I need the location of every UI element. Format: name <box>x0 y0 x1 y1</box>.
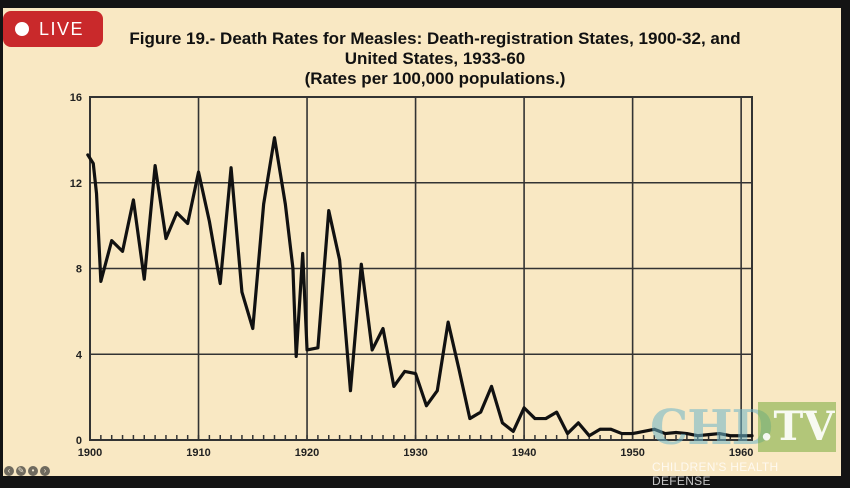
data-point <box>186 222 189 225</box>
data-point <box>284 203 287 206</box>
data-point <box>382 327 384 330</box>
live-label: LIVE <box>39 18 85 39</box>
chart-title-line-1: Figure 19.- Death Rates for Measles: Dea… <box>129 29 741 48</box>
data-point <box>292 267 294 270</box>
watermark-logo: CHD <box>650 400 773 456</box>
data-point <box>751 434 753 437</box>
data-point <box>588 434 591 437</box>
data-point <box>577 421 580 424</box>
slide-controls: ‹ ✎ • › <box>4 466 50 476</box>
y-tick-label: 4 <box>76 349 83 361</box>
data-point <box>143 278 146 281</box>
data-point <box>555 411 558 414</box>
data-point <box>327 209 330 212</box>
data-point <box>295 355 298 358</box>
x-tick-label: 1910 <box>186 447 210 459</box>
data-point <box>92 162 95 165</box>
data-point <box>675 431 677 434</box>
data-point <box>175 211 178 214</box>
live-badge[interactable]: LIVE <box>3 11 103 47</box>
data-point <box>110 239 113 242</box>
data-point <box>338 259 341 261</box>
data-point <box>512 430 515 433</box>
x-tick-label: 1960 <box>729 447 753 459</box>
data-point <box>132 199 135 201</box>
data-point <box>718 432 721 435</box>
data-point <box>490 385 493 388</box>
watermark-subtitle: CHILDREN'S HEALTH DEFENSE <box>652 460 779 488</box>
chd-tv-watermark: CHD .TV CHILDREN'S HEALTH DEFENSE <box>650 400 840 488</box>
x-tick-label: 1900 <box>78 447 102 459</box>
y-tick-label: 0 <box>76 435 82 447</box>
chart-subtitle: (Rates per 100,000 populations.) <box>304 69 566 88</box>
data-point <box>707 433 710 436</box>
data-point <box>392 385 395 388</box>
next-icon[interactable]: › <box>40 466 50 476</box>
data-point <box>414 372 417 375</box>
data-point <box>86 153 89 156</box>
data-point <box>447 321 450 323</box>
data-point <box>349 389 352 392</box>
data-point <box>301 252 304 255</box>
data-point <box>664 432 667 435</box>
data-point <box>653 428 656 431</box>
data-point <box>197 171 200 173</box>
data-point <box>685 432 688 435</box>
data-point <box>208 220 211 223</box>
data-point <box>620 432 623 435</box>
data-point <box>251 327 254 330</box>
y-tick-label: 8 <box>76 264 82 276</box>
chart-title-line-2: United States, 1933-60 <box>344 49 526 68</box>
data-point <box>610 428 612 431</box>
live-dot-icon <box>15 22 29 36</box>
data-point <box>523 406 525 409</box>
slide-frame <box>3 8 841 476</box>
pencil-icon[interactable]: ✎ <box>16 466 26 476</box>
data-point <box>403 370 406 373</box>
data-point <box>696 434 699 437</box>
watermark-logo-tv: .TV <box>758 402 836 452</box>
data-point <box>121 250 124 253</box>
data-point <box>729 434 732 437</box>
data-point <box>165 237 167 240</box>
data-point <box>642 430 645 433</box>
y-tick-label: 16 <box>70 92 82 104</box>
data-point <box>468 417 471 420</box>
x-tick-label: 1920 <box>295 447 319 459</box>
prev-icon[interactable]: ‹ <box>4 466 14 476</box>
series-line <box>86 136 754 438</box>
data-point <box>360 263 363 266</box>
data-point <box>479 411 482 414</box>
data-point <box>317 346 319 349</box>
data-point <box>534 417 536 420</box>
data-point <box>306 349 308 351</box>
data-point <box>262 203 265 206</box>
data-point <box>154 164 157 167</box>
more-icon[interactable]: • <box>28 466 38 476</box>
data-point <box>436 389 439 392</box>
x-tick-label: 1940 <box>512 447 536 459</box>
y-tick-label: 12 <box>70 178 82 190</box>
data-point <box>371 349 374 351</box>
data-point <box>425 404 428 407</box>
data-point <box>99 280 102 283</box>
data-point <box>458 368 460 371</box>
data-point <box>566 432 569 435</box>
data-point <box>273 136 276 139</box>
data-point <box>95 192 98 195</box>
x-tick-label: 1930 <box>403 447 427 459</box>
data-point <box>631 432 634 435</box>
data-point <box>740 434 743 437</box>
data-point <box>241 291 243 293</box>
x-tick-label: 1950 <box>620 447 644 459</box>
data-point <box>230 166 232 169</box>
data-point <box>544 417 547 420</box>
data-point <box>599 428 601 431</box>
data-point <box>219 282 222 285</box>
data-point <box>501 421 504 424</box>
